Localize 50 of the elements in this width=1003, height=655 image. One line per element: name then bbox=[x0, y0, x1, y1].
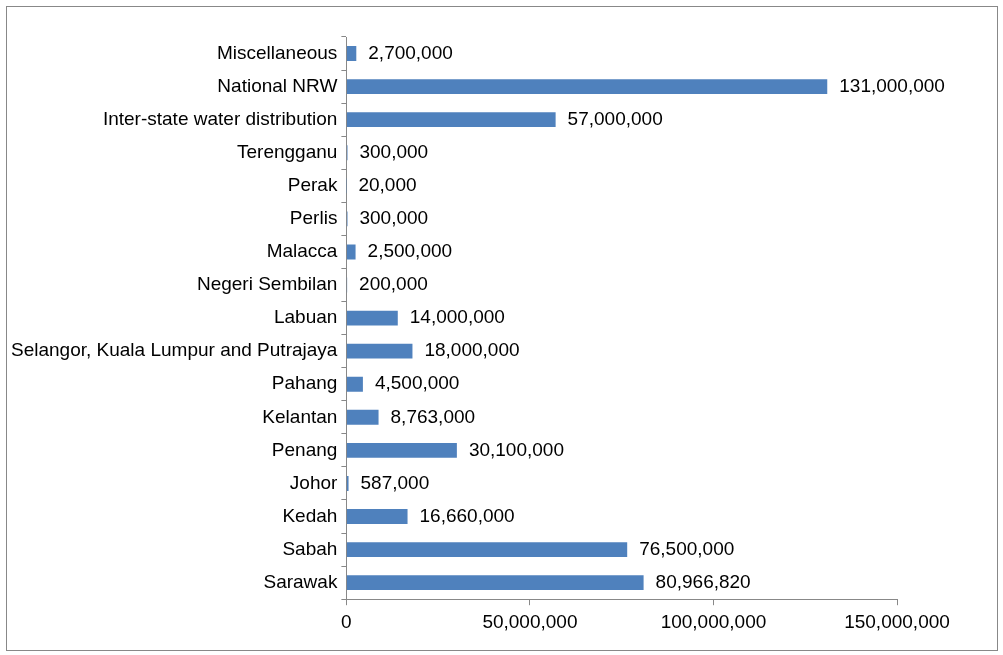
bar bbox=[346, 442, 457, 458]
y-tick-label: Miscellaneous bbox=[216, 41, 338, 63]
y-tick-label: Kedah bbox=[282, 504, 338, 526]
data-label: 20,000 bbox=[358, 174, 417, 196]
x-tick-label: 50,000,000 bbox=[482, 610, 578, 632]
y-tick-label: Labuan bbox=[273, 306, 338, 328]
bar bbox=[346, 409, 379, 425]
data-label: 14,000,000 bbox=[409, 306, 505, 328]
y-tick-label: Selangor, Kuala Lumpur and Putrajaya bbox=[11, 339, 338, 361]
y-tick-label: Malacca bbox=[266, 240, 338, 262]
bar bbox=[346, 310, 398, 326]
data-label: 131,000,000 bbox=[839, 74, 945, 96]
x-tick-label: 0 bbox=[341, 610, 352, 632]
data-label: 2,500,000 bbox=[367, 240, 453, 262]
y-tick-label: Kelantan bbox=[262, 405, 338, 427]
y-tick-label: Negeri Sembilan bbox=[196, 273, 338, 295]
bar bbox=[346, 542, 628, 558]
y-tick-label: Penang bbox=[271, 438, 338, 460]
y-tick-label: National NRW bbox=[217, 74, 338, 96]
y-tick-label: Sarawak bbox=[263, 570, 338, 592]
data-label: 587,000 bbox=[360, 471, 430, 493]
data-label: 300,000 bbox=[359, 207, 429, 229]
y-tick-label: Inter-state water distribution bbox=[102, 107, 338, 129]
y-tick-label: Sabah bbox=[282, 537, 338, 559]
y-tick-label: Perlis bbox=[289, 207, 338, 229]
data-label: 76,500,000 bbox=[639, 537, 735, 559]
data-label: 8,763,000 bbox=[390, 405, 476, 427]
bar bbox=[346, 112, 556, 128]
data-label: 30,100,000 bbox=[468, 438, 564, 460]
data-label: 4,500,000 bbox=[374, 372, 460, 394]
bar bbox=[346, 46, 357, 61]
y-tick-label: Pahang bbox=[271, 372, 338, 394]
data-label: 16,660,000 bbox=[419, 504, 515, 526]
data-label: 300,000 bbox=[359, 140, 429, 162]
bar bbox=[346, 244, 356, 260]
x-tick-label: 150,000,000 bbox=[844, 610, 950, 632]
x-tick-label: 100,000,000 bbox=[660, 610, 767, 632]
bar bbox=[346, 343, 413, 359]
bar bbox=[346, 376, 363, 392]
bar bbox=[346, 575, 644, 591]
y-tick-label: Terengganu bbox=[237, 140, 338, 162]
data-label: 57,000,000 bbox=[567, 107, 663, 129]
bar bbox=[346, 509, 408, 524]
y-tick-label: Perak bbox=[287, 174, 338, 196]
y-tick-label: Johor bbox=[289, 471, 339, 493]
data-label: 200,000 bbox=[359, 273, 428, 295]
data-label: 80,966,820 bbox=[655, 570, 751, 592]
bar bbox=[346, 79, 828, 95]
data-label: 2,700,000 bbox=[368, 41, 453, 63]
data-label: 18,000,000 bbox=[424, 339, 520, 361]
